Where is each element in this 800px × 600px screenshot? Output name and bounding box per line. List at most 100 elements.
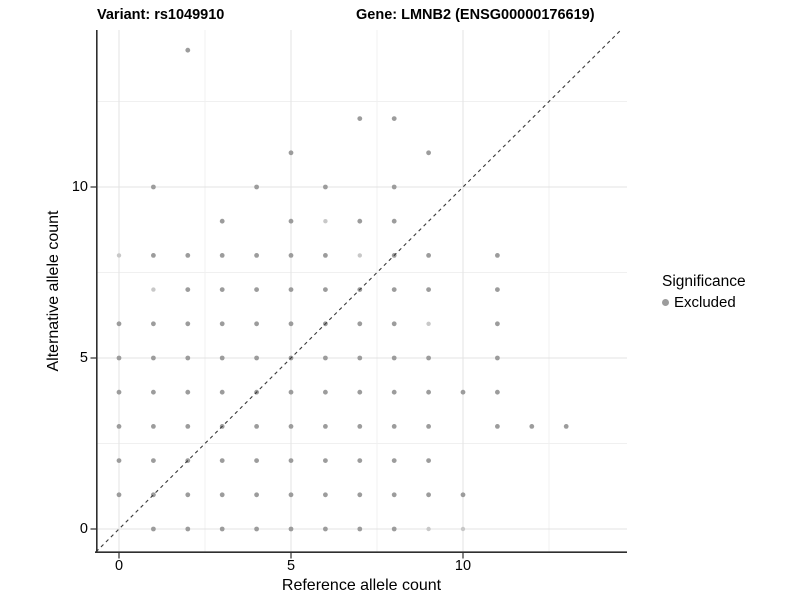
data-point	[357, 458, 363, 463]
data-point	[219, 458, 225, 463]
data-point	[426, 492, 431, 498]
data-point	[426, 424, 431, 429]
data-point	[219, 526, 225, 532]
data-point	[426, 287, 431, 292]
data-point	[151, 424, 156, 429]
data-point	[288, 424, 294, 429]
data-point	[288, 321, 294, 327]
data-point	[495, 389, 500, 395]
data-point	[254, 355, 259, 361]
data-point	[219, 253, 225, 258]
data-point	[288, 253, 294, 258]
y-tick-label: 0	[79, 521, 88, 537]
data-point	[288, 218, 294, 224]
data-point	[254, 287, 259, 292]
data-point	[219, 218, 225, 224]
y-tick-label: 10	[71, 179, 88, 195]
data-point	[151, 526, 156, 532]
data-point	[391, 355, 397, 361]
data-point	[495, 424, 500, 429]
data-point	[288, 492, 294, 498]
plot-title-variant: Variant: rs1049910	[97, 7, 225, 23]
data-point	[151, 253, 156, 258]
data-point	[495, 321, 500, 327]
data-point-faint	[460, 526, 466, 532]
data-point	[391, 218, 397, 224]
data-point	[357, 116, 363, 121]
data-point	[219, 492, 225, 498]
data-point-faint	[116, 253, 122, 258]
data-point	[323, 355, 328, 361]
data-point	[254, 458, 259, 463]
x-axis-title: Reference allele count	[281, 577, 442, 594]
data-point-faint	[426, 526, 431, 532]
data-point-faint	[323, 219, 328, 224]
data-point	[426, 355, 431, 361]
legend-title: Significance	[662, 273, 746, 290]
legend-item-excluded: Excluded	[662, 294, 746, 311]
data-point	[323, 424, 328, 429]
data-point-faint	[357, 253, 362, 258]
data-point	[426, 150, 431, 156]
data-point	[151, 389, 156, 395]
x-tick-label: 10	[454, 558, 472, 574]
data-point	[391, 389, 397, 395]
data-point	[391, 184, 397, 190]
data-point	[116, 424, 122, 429]
data-point	[185, 321, 191, 327]
data-point	[185, 492, 191, 498]
data-point	[185, 424, 191, 429]
data-point	[185, 389, 191, 395]
data-point	[185, 287, 191, 292]
data-point	[185, 526, 191, 532]
data-point	[185, 355, 191, 361]
x-tick-label: 0	[114, 558, 124, 574]
data-point	[495, 355, 500, 361]
data-point	[426, 458, 431, 463]
data-point	[254, 492, 259, 498]
y-axis-title: Alternative allele count	[45, 210, 62, 372]
data-point	[391, 287, 397, 292]
data-point	[563, 424, 569, 429]
data-point	[185, 47, 191, 53]
data-point	[323, 184, 328, 190]
legend: Significance Excluded	[662, 273, 746, 311]
data-point	[219, 287, 225, 292]
data-point	[495, 253, 500, 258]
data-point	[116, 321, 122, 327]
data-point	[151, 321, 156, 327]
data-point	[460, 389, 466, 395]
data-point	[323, 389, 328, 395]
data-point	[391, 321, 397, 327]
data-point	[357, 526, 363, 532]
data-point	[529, 424, 535, 429]
data-point	[357, 424, 363, 429]
data-point	[357, 389, 363, 395]
data-point	[323, 287, 328, 292]
data-point	[254, 253, 259, 258]
data-point	[116, 492, 122, 498]
data-point	[391, 526, 397, 532]
plot-panel	[90, 29, 627, 559]
data-point	[151, 458, 156, 463]
data-point	[460, 492, 466, 498]
data-point-faint	[151, 287, 156, 292]
data-point	[357, 355, 363, 361]
data-point	[495, 287, 500, 292]
y-tick-label: 5	[79, 350, 88, 366]
data-point-faint	[426, 321, 431, 326]
data-point	[116, 389, 122, 395]
data-point	[426, 253, 431, 258]
data-point	[323, 526, 328, 532]
data-point	[391, 458, 397, 463]
data-point	[357, 492, 363, 498]
data-point	[288, 526, 294, 532]
data-point	[185, 253, 191, 258]
data-point	[254, 321, 259, 327]
data-point	[357, 321, 363, 327]
x-tick-label: 5	[286, 558, 296, 574]
data-point	[151, 355, 156, 361]
data-point	[219, 355, 225, 361]
data-point	[151, 184, 156, 190]
